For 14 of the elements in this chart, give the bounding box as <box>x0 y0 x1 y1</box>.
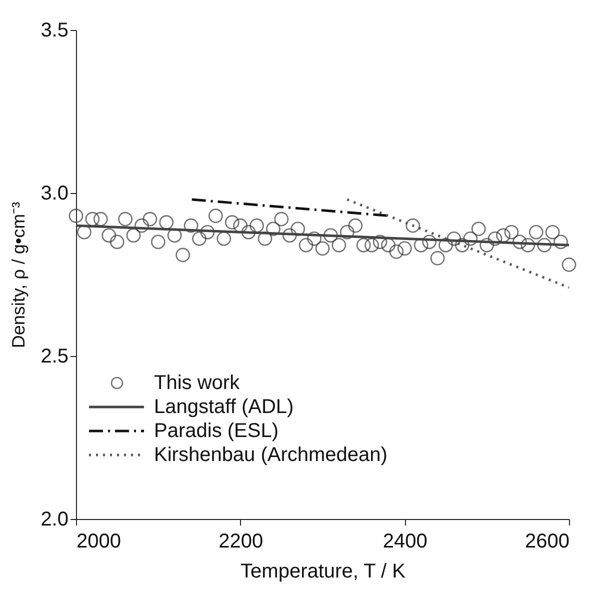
legend-label: Kirshenbau (Archmedean) <box>154 444 388 466</box>
x-tick-label: 2600 <box>525 530 570 552</box>
y-tick-label: 3.0 <box>40 182 68 204</box>
x-tick-label: 2000 <box>76 530 121 552</box>
y-axis-title: Density, ρ / g•cm⁻³ <box>8 202 29 348</box>
x-tick-label: 2400 <box>382 530 428 552</box>
legend-label: Langstaff (ADL) <box>154 396 294 418</box>
legend-label: Paradis (ESL) <box>154 420 278 442</box>
x-axis-title: Temperature, T / K <box>240 560 406 582</box>
y-tick-label: 2.0 <box>40 508 68 530</box>
y-tick-label: 3.5 <box>40 20 68 42</box>
y-tick-label: 2.5 <box>40 346 68 368</box>
legend-label: This work <box>154 372 241 394</box>
x-tick-label: 2200 <box>218 530 264 552</box>
